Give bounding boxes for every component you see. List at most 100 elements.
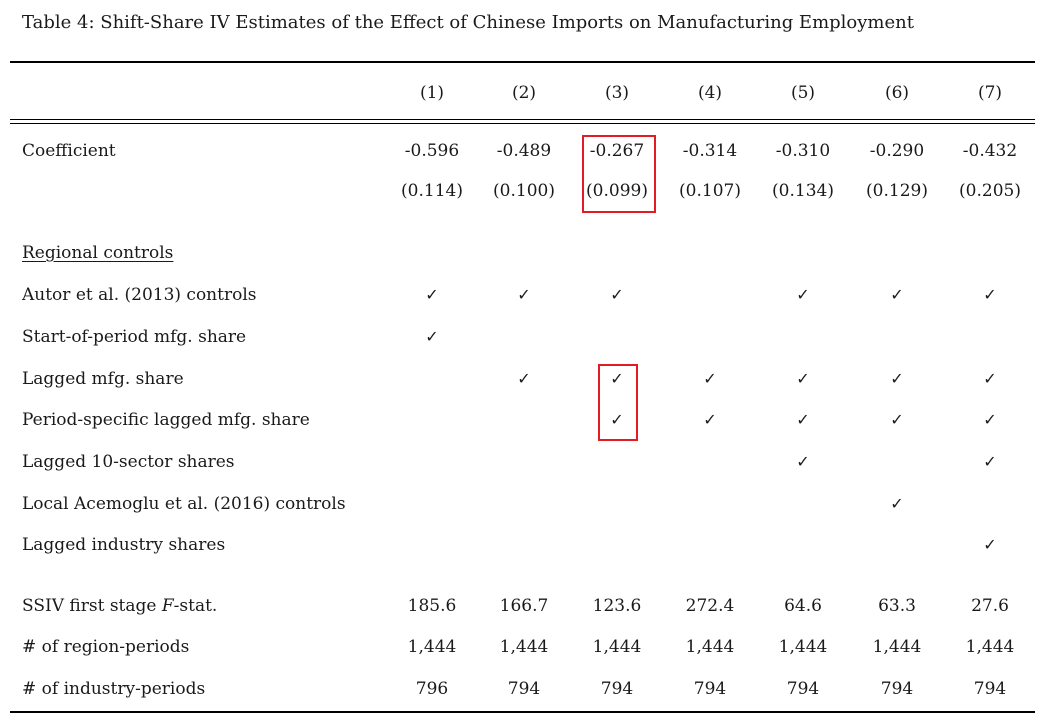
stat-value: 63.3 xyxy=(878,596,916,616)
coefficient-value: -0.290 xyxy=(869,141,925,161)
standard-error-value: (0.205) xyxy=(959,181,1021,201)
row-label: Coefficient xyxy=(22,141,116,161)
row-label: Autor et al. (2013) controls xyxy=(22,285,257,305)
highlight-box-checks xyxy=(598,364,638,441)
row-label: Start-of-period mfg. share xyxy=(22,327,247,347)
coefficient-value: -0.267 xyxy=(589,141,645,161)
standard-error-value: (0.129) xyxy=(866,181,928,201)
row-label: Local Acemoglu et al. (2016) controls xyxy=(22,494,346,514)
stat-value: 272.4 xyxy=(685,596,735,616)
check-mark-icon: ✓ xyxy=(703,410,717,429)
stat-row: SSIV first stage F-stat. 185.6 166.7 123.6 2… xyxy=(0,596,1043,620)
stat-value: 185.6 xyxy=(407,596,457,616)
check-mark-icon: ✓ xyxy=(890,285,904,304)
stat-row: # of region-periods 1,444 1,444 1,444 1,444 1… xyxy=(0,637,1043,661)
stat-row: # of industry-periods 796 794 794 794 794 794 7… xyxy=(0,679,1043,703)
coefficient-value: -0.314 xyxy=(682,141,738,161)
stat-value: 64.6 xyxy=(784,596,822,616)
row-label: Period-specific lagged mfg. share xyxy=(22,410,310,430)
stat-value: 1,444 xyxy=(965,637,1015,657)
row-label-italic: F xyxy=(161,596,174,616)
stat-value: 1,444 xyxy=(407,637,457,657)
check-mark-icon: ✓ xyxy=(517,369,531,388)
check-mark-icon: ✓ xyxy=(796,410,810,429)
control-row: Lagged industry shares ✓ xyxy=(0,535,1043,559)
control-row: Lagged mfg. share ✓ ✓ ✓ ✓ ✓ ✓ xyxy=(0,369,1043,393)
coefficient-value: -0.310 xyxy=(775,141,831,161)
check-mark-icon: ✓ xyxy=(517,285,531,304)
bottom-rule xyxy=(10,711,1035,713)
stat-value: 796 xyxy=(415,679,449,699)
column-header-row: (1) (2) (3) (4) (5) (6) (7) xyxy=(0,83,1043,107)
column-header: (4) xyxy=(697,83,723,103)
row-label: # of region-periods xyxy=(22,637,189,657)
stat-value: 794 xyxy=(507,679,541,699)
header-rule-upper xyxy=(10,119,1035,120)
coefficient-row: Coefficient -0.596 -0.489 -0.267 -0.314 … xyxy=(0,141,1043,165)
header-rule-lower xyxy=(10,123,1035,124)
check-mark-icon: ✓ xyxy=(610,410,624,429)
check-mark-icon: ✓ xyxy=(890,410,904,429)
row-label-text: -stat. xyxy=(173,596,218,616)
control-row: Start-of-period mfg. share ✓ xyxy=(0,327,1043,351)
coefficient-value: -0.432 xyxy=(962,141,1018,161)
standard-error-value: (0.100) xyxy=(493,181,555,201)
check-mark-icon: ✓ xyxy=(983,285,997,304)
check-mark-icon: ✓ xyxy=(796,452,810,471)
check-mark-icon: ✓ xyxy=(796,285,810,304)
row-label: # of industry-periods xyxy=(22,679,205,699)
stat-value: 1,444 xyxy=(499,637,549,657)
control-row: Local Acemoglu et al. (2016) controls ✓ xyxy=(0,494,1043,518)
control-row: Period-specific lagged mfg. share ✓ ✓ ✓ ✓ ✓ xyxy=(0,410,1043,434)
check-mark-icon: ✓ xyxy=(983,410,997,429)
stat-value: 794 xyxy=(600,679,634,699)
column-header: (3) xyxy=(604,83,630,103)
check-mark-icon: ✓ xyxy=(703,369,717,388)
check-mark-icon: ✓ xyxy=(983,535,997,554)
row-label-text: SSIV first stage xyxy=(22,596,162,616)
column-header: (2) xyxy=(511,83,537,103)
section-heading: Regional controls xyxy=(22,243,174,263)
row-label: SSIV first stage F-stat. xyxy=(22,596,217,616)
column-header: (1) xyxy=(419,83,445,103)
row-label: Lagged mfg. share xyxy=(22,369,184,389)
column-header: (7) xyxy=(977,83,1003,103)
check-mark-icon: ✓ xyxy=(610,285,624,304)
check-mark-icon: ✓ xyxy=(983,369,997,388)
check-mark-icon: ✓ xyxy=(796,369,810,388)
check-mark-icon: ✓ xyxy=(610,369,624,388)
standard-error-value: (0.134) xyxy=(772,181,834,201)
stat-value: 1,444 xyxy=(592,637,642,657)
row-label: Lagged industry shares xyxy=(22,535,226,555)
stat-value: 794 xyxy=(973,679,1007,699)
table-caption: Table 4: Shift-Share IV Estimates of the… xyxy=(22,12,914,33)
check-mark-icon: ✓ xyxy=(890,369,904,388)
standard-error-value: (0.114) xyxy=(401,181,463,201)
check-mark-icon: ✓ xyxy=(983,452,997,471)
stat-value: 166.7 xyxy=(499,596,549,616)
stat-value: 1,444 xyxy=(872,637,922,657)
coefficient-value: -0.596 xyxy=(404,141,460,161)
stat-value: 794 xyxy=(693,679,727,699)
control-row: Lagged 10-sector shares ✓ ✓ xyxy=(0,452,1043,476)
top-rule xyxy=(10,61,1035,63)
check-mark-icon: ✓ xyxy=(425,327,439,346)
stat-value: 27.6 xyxy=(971,596,1009,616)
row-label-text: # of industry-periods xyxy=(22,679,206,699)
coefficient-value: -0.489 xyxy=(496,141,552,161)
stat-value: 794 xyxy=(880,679,914,699)
column-header: (6) xyxy=(884,83,910,103)
column-header: (5) xyxy=(790,83,816,103)
standard-error-row: (0.114) (0.100) (0.099) (0.107) (0.134) … xyxy=(0,181,1043,205)
stat-value: 794 xyxy=(786,679,820,699)
standard-error-value: (0.099) xyxy=(586,181,648,201)
stat-value: 123.6 xyxy=(592,596,642,616)
row-label-text: # of region-periods xyxy=(22,637,190,657)
check-mark-icon: ✓ xyxy=(425,285,439,304)
regional-controls-heading: Regional controls xyxy=(0,243,1043,267)
control-row: Autor et al. (2013) controls ✓ ✓ ✓ ✓ ✓ ✓ xyxy=(0,285,1043,309)
stat-value: 1,444 xyxy=(685,637,735,657)
check-mark-icon: ✓ xyxy=(890,494,904,513)
stat-value: 1,444 xyxy=(778,637,828,657)
row-label: Lagged 10-sector shares xyxy=(22,452,235,472)
